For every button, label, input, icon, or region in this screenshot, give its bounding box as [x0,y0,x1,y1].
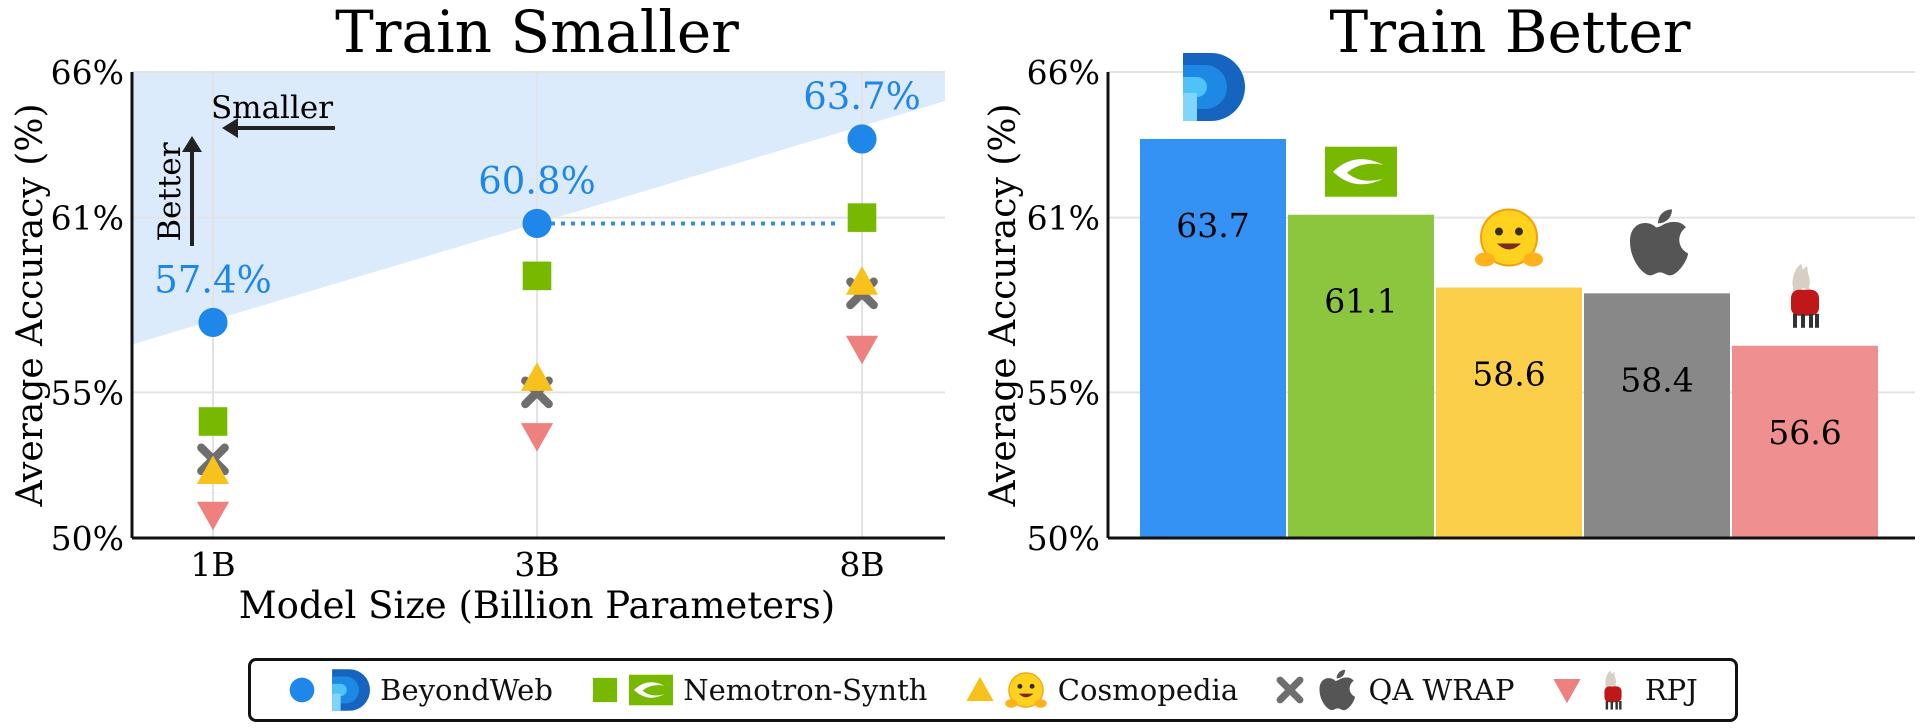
smaller-arrowhead [222,118,238,138]
legend-marker-shape [1277,676,1304,704]
legend-label: BeyondWeb [380,673,553,707]
apple-logo-icon [1319,669,1356,711]
bar-qa-wrap [1584,293,1730,538]
llama-icon [1604,670,1622,710]
left-value-labels: 57.4% 60.8% 63.7% [154,75,921,301]
smaller-annotation: Smaller [211,90,333,126]
data-point-nemotron-synth [522,261,552,291]
nvidia-logo-icon [629,674,674,706]
legend-marker [593,677,618,703]
frontier-shaded-area [132,72,945,345]
left-y-ticks: 50% 55% 61% 66% [51,53,124,558]
data-point-rpj [845,335,879,365]
legend-marker-shape [593,677,618,703]
bar-value-label: 61.1 [1324,282,1397,321]
legend-marker-shape [289,677,315,703]
nvidia-logo-icon [1325,146,1397,197]
legend-item-qa-wrap: QA WRAP [1276,668,1514,712]
apple-logo-icon [1630,209,1688,276]
legend-label: Cosmopedia [1057,673,1239,707]
left-data-points [196,124,879,531]
right-panel: Train Better 50% 55% 61% 66% 63.7 61.1 58.6 58… [983,0,1915,558]
legend-item-nemotron-synth: Nemotron-Synth [591,668,927,712]
legend-label: Nemotron-Synth [683,673,928,707]
legend: BeyondWeb Nemotron-Synth Cosmopedia QA WRAP… [248,658,1738,722]
beyondweb-logo-icon [1183,52,1245,121]
beyondweb-value-label: 60.8% [478,159,596,202]
beyondweb-value-label: 57.4% [154,258,272,301]
legend-label: RPJ [1644,673,1698,707]
data-point-nemotron-synth [198,407,228,436]
data-point-beyondweb [847,124,877,154]
legend-marker [1277,676,1304,704]
left-x-axis-label: Model Size (Billion Parameters) [239,584,835,627]
data-point-rpj [196,501,230,531]
left-y-tick-label: 55% [51,373,124,412]
bar-value-label: 56.6 [1768,413,1841,452]
legend-marker-shape [1553,679,1581,704]
bar-rpj [1732,345,1878,538]
legend-label: QA WRAP [1368,673,1515,707]
data-point-cosmopedia [845,266,879,295]
legend-marker [966,676,994,701]
legend-item-cosmopedia: Cosmopedia [966,668,1238,712]
data-point-rpj [520,423,554,452]
data-point-beyondweb [198,307,228,338]
left-x-tick-label: 1B [190,545,235,584]
right-y-tick-label: 61% [1027,199,1100,238]
left-y-tick-label: 50% [51,519,124,558]
llama-icon [1791,263,1819,328]
hugging-face-icon [1004,672,1048,709]
data-point-nemotron-synth [847,203,877,232]
legend-marker [1553,679,1581,704]
right-y-tick-label: 55% [1027,373,1100,412]
frontier-shaded-region [132,72,945,345]
data-point-cosmopedia [520,362,554,391]
right-chart-title: Train Better [1330,0,1691,66]
data-point-beyondweb [522,208,552,239]
beyondweb-logo-icon [332,669,371,711]
better-annotation: Better [152,142,188,241]
left-x-tick-label: 3B [514,545,559,584]
data-point-cosmopedia [196,455,230,485]
legend-marker-shape [966,676,994,701]
bar-beyondweb [1140,138,1286,539]
bar-value-label: 58.4 [1620,360,1693,399]
bar-value-label: 58.6 [1472,355,1545,394]
better-arrowhead [182,136,202,152]
right-y-axis-label: Average Accuracy (%) [983,103,1024,507]
legend-marker [289,677,315,703]
left-y-axis-label: Average Accuracy (%) [10,103,51,507]
left-y-tick-label: 61% [51,199,124,238]
bar-value-label: 63.7 [1176,206,1249,245]
left-panel: Train Smaller 50% 55% 61% 66% 1B 3B 8B Model … [10,0,945,627]
left-x-ticks: 1B 3B 8B [190,545,884,584]
arrow-annotations: Smaller Better [152,90,335,246]
legend-item-rpj: RPJ [1553,668,1698,712]
right-y-tick-label: 66% [1027,53,1100,92]
legend-item-beyondweb: BeyondWeb [288,668,553,712]
bar-nemotron-synth [1288,214,1434,538]
left-y-tick-label: 66% [51,53,124,92]
left-x-tick-label: 8B [839,545,884,584]
right-bars: 63.7 61.1 58.6 58.4 56.6 [1140,138,1878,539]
bar-cosmopedia [1436,287,1582,538]
left-chart-title: Train Smaller [335,0,739,66]
beyondweb-value-label: 63.7% [803,75,921,118]
right-y-tick-label: 50% [1027,519,1100,558]
right-y-ticks: 50% 55% 61% 66% [1027,53,1100,558]
